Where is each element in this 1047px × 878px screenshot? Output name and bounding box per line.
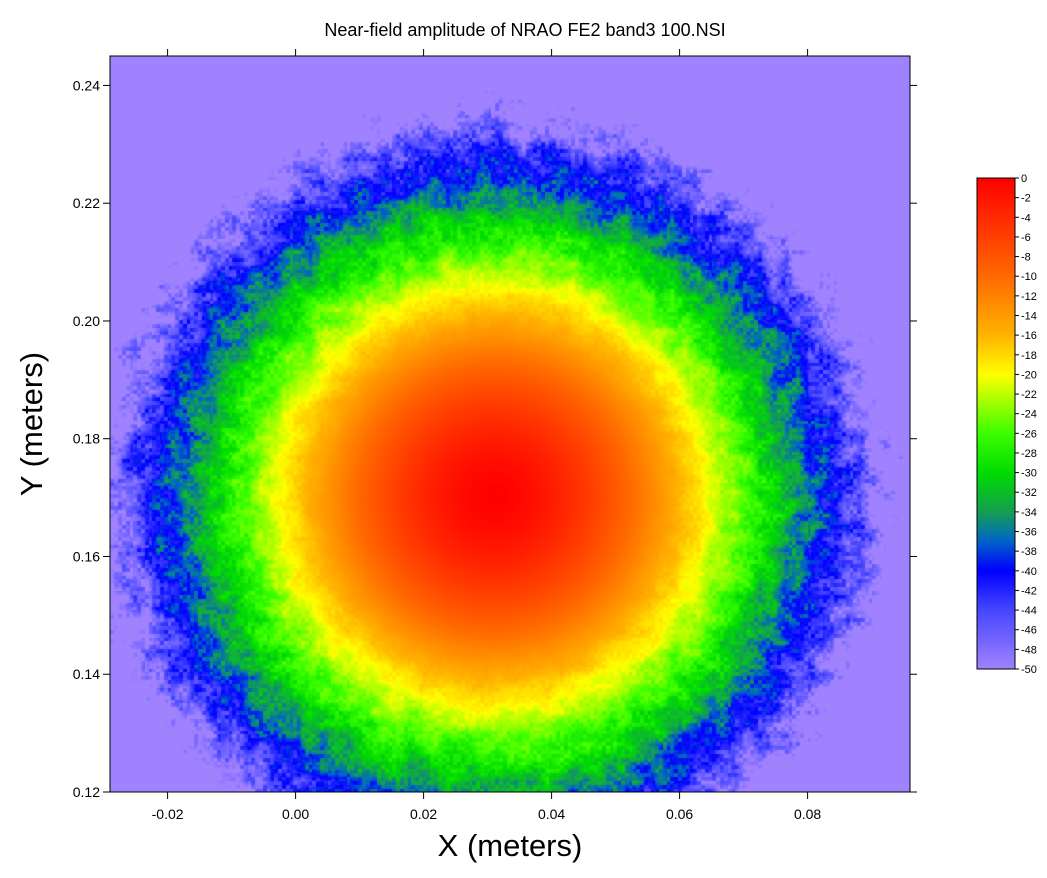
colorbar-label: -22: [1021, 389, 1037, 401]
y-tick-label: 0.20: [73, 313, 100, 329]
colorbar-label: -6: [1021, 232, 1031, 244]
plot-frame: [109, 55, 911, 793]
x-axis-title: X (meters): [438, 828, 583, 863]
colorbar-label: -32: [1021, 487, 1037, 499]
colorbar-label: -18: [1021, 350, 1037, 362]
x-tick-label: 0.00: [282, 806, 309, 822]
colorbar-label: -50: [1021, 664, 1037, 676]
y-tick-label: 0.22: [73, 195, 100, 211]
y-axis: 0.12 0.14 0.16 0.18 0.20 0.22 0.24: [73, 77, 917, 800]
colorbar-label: -30: [1021, 468, 1037, 480]
colorbar-label: -36: [1021, 527, 1037, 539]
colorbar-label: -12: [1021, 291, 1037, 303]
colorbar-label: -8: [1021, 252, 1031, 264]
colorbar-label: -4: [1021, 212, 1031, 224]
heatmap-image: [110, 56, 910, 792]
chart-title: Near-field amplitude of NRAO FE2 band3 1…: [324, 20, 725, 40]
colorbar-label: -48: [1021, 644, 1037, 656]
colorbar-label: -34: [1021, 507, 1037, 519]
colorbar-label: -10: [1021, 271, 1037, 283]
colorbar-label: -24: [1021, 409, 1037, 421]
y-tick-label: 0.24: [73, 77, 100, 93]
colorbar-canvas: [977, 178, 1015, 669]
x-tick-label: 0.04: [538, 806, 565, 822]
colorbar-label: -38: [1021, 546, 1037, 558]
colorbar-labels: 0 -2 -4 -6 -8 -10 -12 -14 -16 -18 -20 -22 -24 -26 -28 -…: [1015, 173, 1037, 676]
x-tick-label: -0.02: [152, 806, 184, 822]
x-tick-label: 0.02: [410, 806, 437, 822]
colorbar-label: -16: [1021, 330, 1037, 342]
colorbar-label: -28: [1021, 448, 1037, 460]
colorbar-label: -26: [1021, 428, 1037, 440]
y-tick-label: 0.18: [73, 431, 100, 447]
x-tick-label: 0.06: [666, 806, 693, 822]
colorbar-label: 0: [1021, 173, 1027, 185]
y-axis-title: Y (meters): [14, 352, 49, 496]
x-tick-label: 0.08: [794, 806, 821, 822]
colorbar: 0 -2 -4 -6 -8 -10 -12 -14 -16 -18 -20 -22 -24 -26 -28 -…: [976, 173, 1037, 676]
colorbar-label: -20: [1021, 369, 1037, 381]
heatmap-canvas: [110, 56, 910, 792]
colorbar-label: -42: [1021, 585, 1037, 597]
x-axis: -0.02 0.00 0.02 0.04 0.06 0.08: [152, 49, 821, 822]
colorbar-frame: [976, 177, 1016, 670]
colorbar-label: -44: [1021, 605, 1037, 617]
colorbar-label: -2: [1021, 193, 1031, 205]
y-tick-label: 0.12: [73, 784, 100, 800]
y-tick-label: 0.14: [73, 666, 100, 682]
colorbar-label: -14: [1021, 310, 1037, 322]
y-tick-label: 0.16: [73, 548, 100, 564]
colorbar-label: -40: [1021, 566, 1037, 578]
colorbar-label: -46: [1021, 625, 1037, 637]
